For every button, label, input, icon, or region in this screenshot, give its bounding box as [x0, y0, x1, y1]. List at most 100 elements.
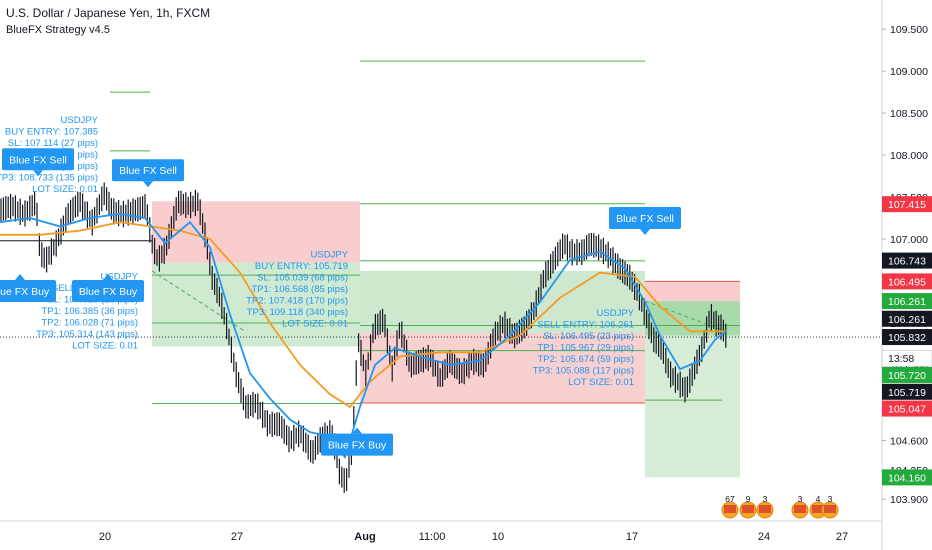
trade-info-line: USDJPY — [61, 115, 99, 126]
stop-loss-zone — [645, 280, 740, 302]
flag-icon — [812, 505, 824, 513]
price-tag: 107.415 — [882, 196, 932, 213]
signal-text: Blue FX Sell — [616, 213, 674, 225]
flag-icon — [824, 505, 836, 513]
event-badge-count: 67 — [725, 494, 735, 504]
y-tick-label: 107.000 — [890, 234, 928, 246]
price-tag: 105.832 — [882, 329, 932, 346]
trade-info-line: LOT SIZE: 0.01 — [568, 377, 634, 388]
signal-pointer — [103, 274, 113, 281]
chart-title: U.S. Dollar / Japanese Yen, 1h, FXCM — [6, 6, 211, 20]
trade-info-line: TP2: 107.418 (170 pips) — [246, 295, 348, 306]
price-tag-box — [882, 469, 932, 486]
event-badge-count: 9 — [746, 494, 751, 504]
signal-label: Blue FX Buy — [72, 274, 144, 303]
signal-text: Blue FX Buy — [0, 286, 50, 298]
trade-info-line: BUY ENTRY: 107.385 — [5, 127, 98, 138]
event-badge-count: 3 — [828, 494, 833, 504]
signal-label: Blue FX Sell — [2, 148, 74, 177]
trade-info-line: TP1: 106.568 (85 pips) — [251, 284, 348, 295]
y-tick-label: 108.500 — [890, 108, 928, 120]
price-tag: 105.719 — [882, 383, 932, 400]
x-tick-label: Aug — [354, 531, 375, 543]
signal-box — [72, 280, 144, 303]
trade-info-line: TP2: 106.028 (71 pips) — [41, 317, 138, 328]
trade-info-line: USDJPY — [101, 271, 139, 282]
trade-info-line: SL: 105.039 (68 pips) — [257, 272, 348, 283]
signal-pointer — [33, 170, 43, 177]
ema-slow-line — [0, 221, 726, 409]
signal-label: Blue FX Buy — [0, 274, 56, 303]
event-badge: 4 — [809, 494, 827, 519]
trade-info-line: TP3: 109.118 (340 pips) — [247, 307, 348, 318]
price-tag-box — [882, 252, 932, 269]
event-badge: 3 — [791, 494, 809, 519]
signal-box — [0, 280, 56, 303]
flag-icon — [742, 505, 754, 513]
signal-label: Blue FX Sell — [112, 159, 184, 188]
price-tag-box — [882, 366, 932, 383]
trade-info-line: TP3: 108.733 (135 pips) — [0, 173, 98, 184]
x-tick-label: 17 — [626, 531, 638, 543]
y-tick-label: 103.900 — [890, 494, 928, 506]
signal-label: Blue FX Buy — [321, 427, 393, 456]
event-badge: 3 — [756, 494, 774, 519]
flag-icon — [794, 505, 806, 513]
price-tag-box — [882, 273, 932, 290]
y-tick-label: 109.500 — [890, 24, 928, 36]
event-badge-count: 4 — [816, 494, 821, 504]
signal-pointer — [15, 274, 25, 281]
trade-info-line: USDJPY — [311, 249, 349, 260]
trade-info-line: TP1: 106.385 (36 pips) — [41, 306, 138, 317]
trade-path-line — [644, 300, 727, 332]
trade-info-line: LOT SIZE: 0.01 — [32, 184, 98, 195]
event-badge: 9 — [739, 494, 757, 519]
price-tag-text: 105.719 — [888, 387, 926, 399]
signal-text: Blue FX Buy — [328, 440, 387, 452]
price-tag: 106.743 — [882, 252, 932, 269]
price-tag-text: 13:58 — [888, 353, 914, 365]
x-tick-label: 24 — [758, 531, 770, 543]
price-tag-text: 106.261 — [888, 314, 926, 326]
price-tag: 106.495 — [882, 273, 932, 290]
price-tag-box — [882, 329, 932, 346]
price-tag: 13:58 — [881, 349, 932, 367]
price-tag-text: 107.415 — [888, 199, 926, 211]
trade-info-line: SL: 107.114 (27 pips) — [8, 138, 98, 149]
y-tick-label: 109.000 — [890, 66, 928, 78]
x-tick-label: 27 — [231, 531, 243, 543]
signal-pointer — [640, 229, 650, 236]
trade-info-line: TP1: 105.967 (29 pips) — [537, 343, 634, 354]
price-tag-box — [882, 383, 932, 400]
flag-icon — [759, 505, 771, 513]
price-tag: 105.720 — [882, 366, 932, 383]
ema-fast-line — [0, 212, 727, 460]
price-tag: 105.047 — [882, 400, 932, 417]
trade-info-line: TP2: 105.674 (59 pips) — [537, 354, 634, 365]
x-tick-label: 10 — [492, 531, 504, 543]
signal-text: Blue FX Sell — [119, 165, 177, 177]
event-badge: 3 — [821, 494, 839, 519]
price-tag-text: 106.261 — [888, 296, 926, 308]
take-profit-zone — [152, 262, 360, 347]
signal-text: Blue FX Sell — [9, 154, 67, 166]
take-profit-zone — [645, 335, 740, 478]
signal-pointer — [143, 181, 153, 188]
indicator-name: BlueFX Strategy v4.5 — [6, 24, 110, 36]
y-tick-label: 108.000 — [890, 150, 928, 162]
price-tag-text: 106.743 — [888, 256, 926, 268]
price-tag-text: 105.720 — [888, 370, 926, 382]
signal-box — [321, 433, 393, 456]
price-tag-text: 105.047 — [888, 404, 926, 416]
price-tag-box — [882, 400, 932, 417]
x-tick-label: 27 — [836, 531, 848, 543]
x-tick-label: 20 — [99, 531, 111, 543]
price-tag-box — [882, 293, 932, 310]
trade-path-line — [151, 270, 246, 332]
x-tick-label: 11:00 — [419, 531, 446, 543]
signal-box — [2, 148, 74, 171]
